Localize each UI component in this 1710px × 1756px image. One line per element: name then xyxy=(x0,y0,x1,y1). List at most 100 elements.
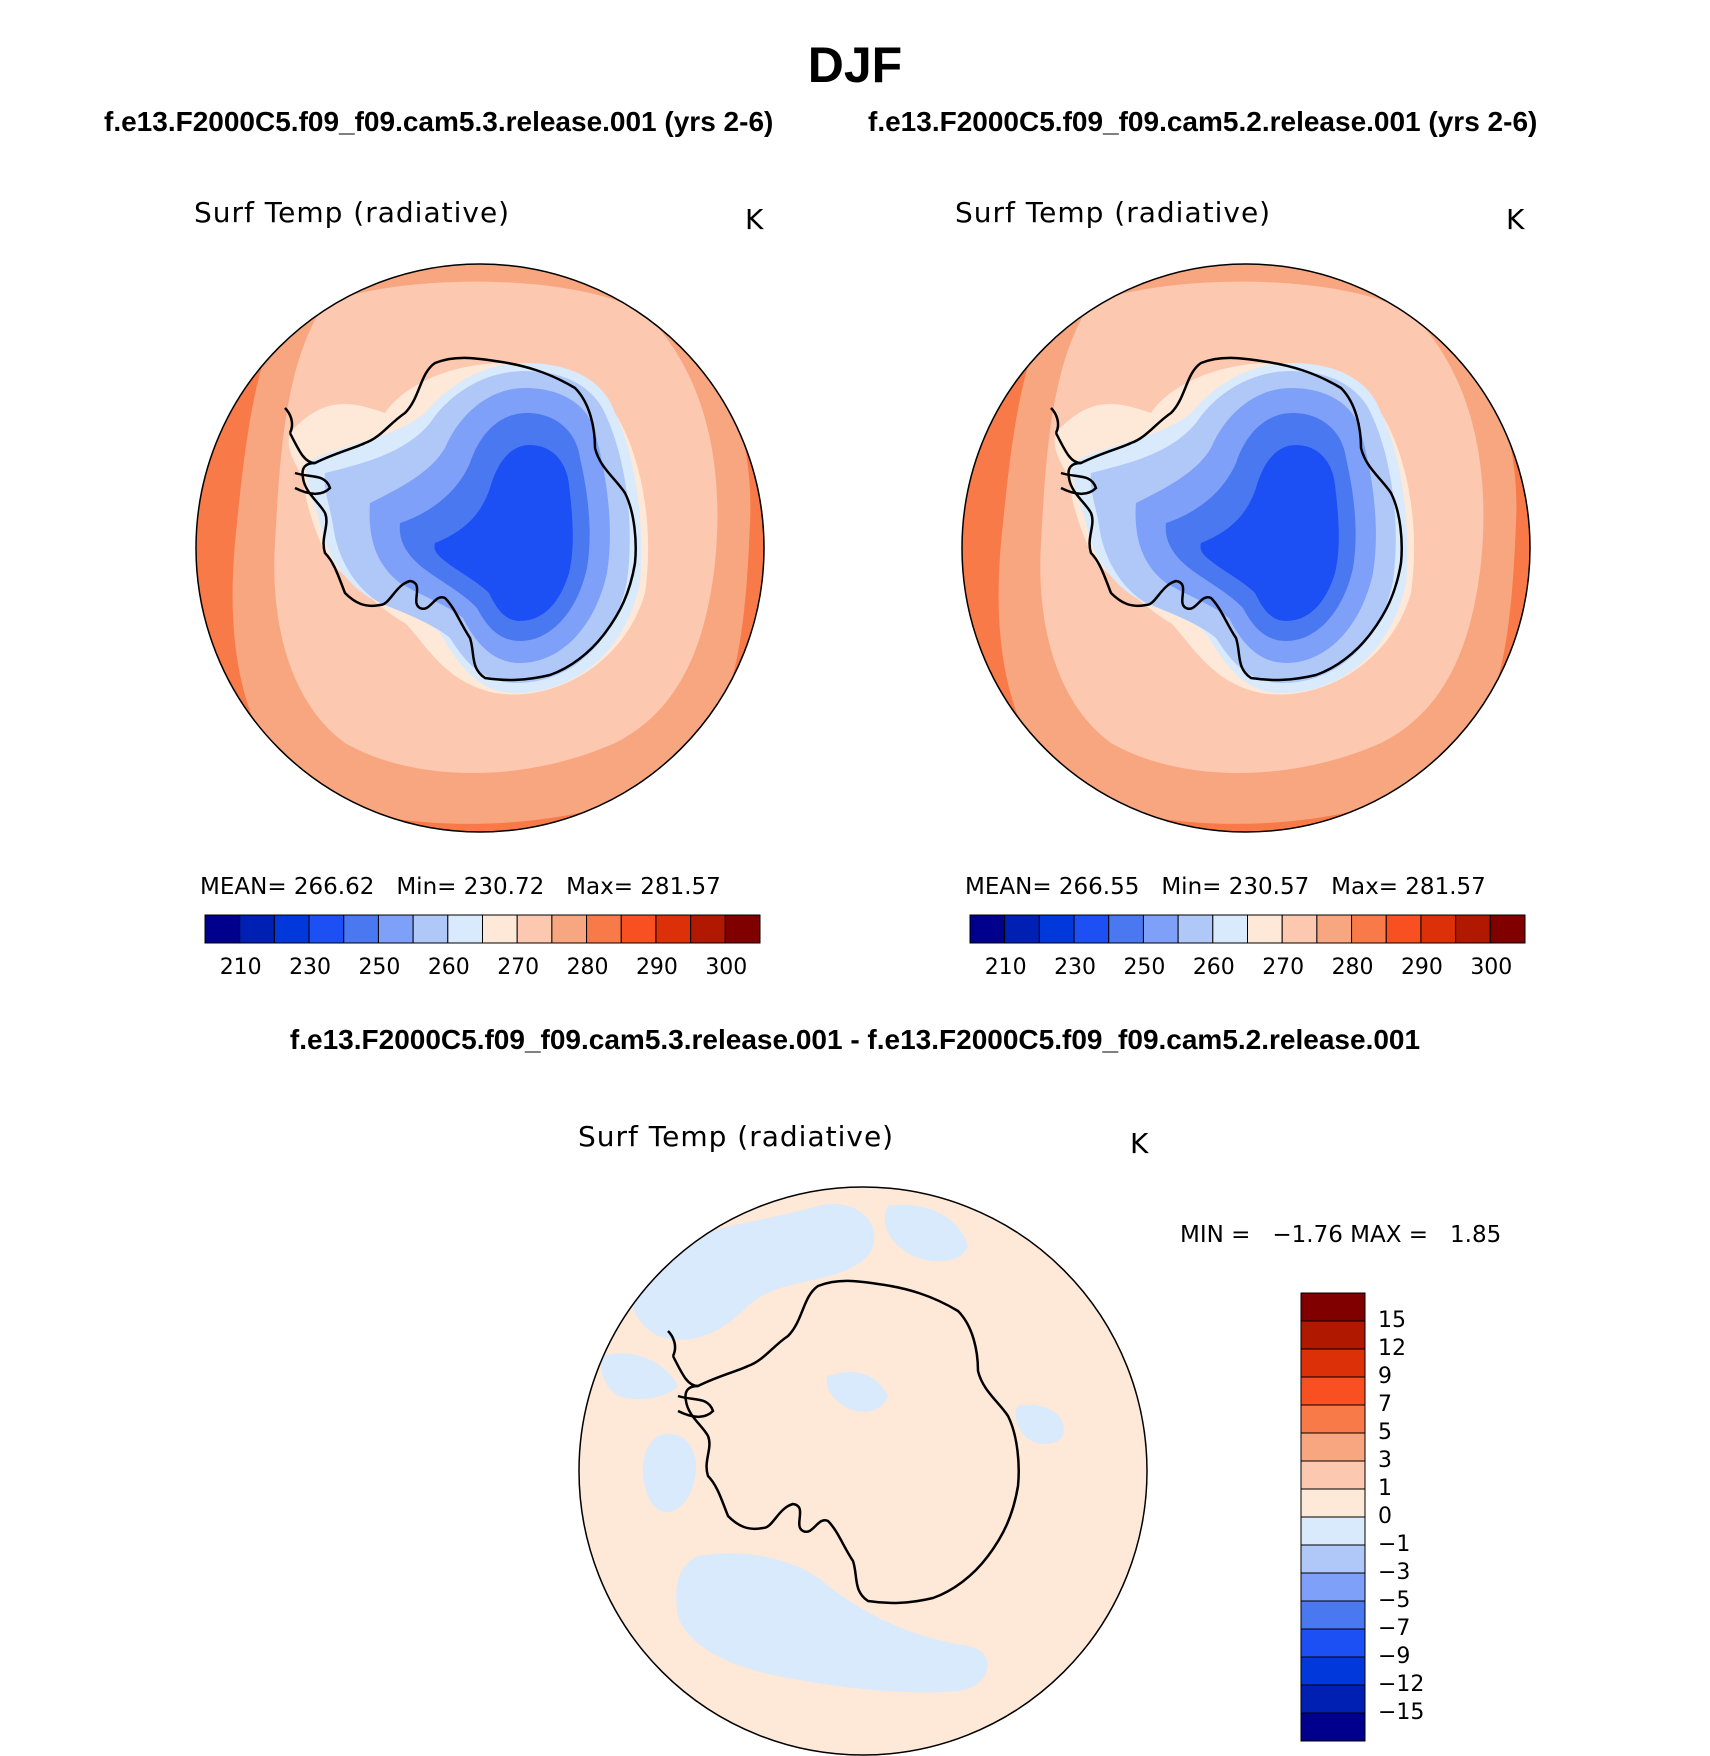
colorbar-tick-label: −3 xyxy=(1378,1560,1411,1585)
colorbar-swatch xyxy=(655,914,692,944)
panel-1-mean-label: MEAN= xyxy=(200,874,287,900)
colorbar-swatch xyxy=(1385,914,1422,944)
colorbar-tick-label: −12 xyxy=(1378,1672,1425,1697)
colorbar-tick-label: 270 xyxy=(497,955,540,980)
ice-sheet-interior xyxy=(434,445,573,621)
colorbar-swatch xyxy=(551,914,588,944)
colorbar-tick-label: 300 xyxy=(1470,955,1513,980)
colorbar-swatch xyxy=(724,914,761,944)
colorbar-swatch xyxy=(1300,1292,1366,1322)
colorbar-tick-label: 230 xyxy=(289,955,332,980)
colorbar-swatch xyxy=(1420,914,1457,944)
diff-max-label: MAX = xyxy=(1350,1222,1429,1248)
panel-2-polar-map xyxy=(961,263,1531,833)
colorbar-swatch xyxy=(412,914,449,944)
colorbar-swatch xyxy=(1351,914,1387,944)
colorbar-tick-label: 230 xyxy=(1054,955,1097,980)
colorbar-swatch xyxy=(1300,1460,1366,1490)
colorbar-swatch xyxy=(308,914,345,944)
ice-sheet-interior xyxy=(1200,445,1339,621)
colorbar-tick-label: 250 xyxy=(358,955,401,980)
panel-1-max-label: Max= xyxy=(566,874,633,900)
figure-title: DJF xyxy=(807,37,903,93)
difference-polar-map xyxy=(578,1186,1148,1756)
colorbar-tick-label: 270 xyxy=(1262,955,1305,980)
panel-1-stats: MEAN= 266.62 Min= 230.72 Max= 281.57 xyxy=(200,874,721,900)
antarctic-coastline xyxy=(301,356,637,682)
panel-1-polar-map xyxy=(195,263,765,833)
colorbar-tick-label: −15 xyxy=(1378,1700,1425,1725)
colorbar-swatch xyxy=(1038,914,1075,944)
antarctic-peninsula xyxy=(1050,407,1098,495)
colorbar-tick-label: −7 xyxy=(1378,1616,1411,1641)
colorbar-swatch xyxy=(1247,914,1283,944)
colorbar-tick-label: 260 xyxy=(427,955,470,980)
panel-1-case-title: f.e13.F2000C5.f09_f09.cam5.3.release.001… xyxy=(104,106,774,137)
difference-case-title: f.e13.F2000C5.f09_f09.cam5.3.release.001… xyxy=(289,1024,1421,1055)
antarctic-peninsula xyxy=(284,407,332,495)
colorbar-swatch xyxy=(482,914,518,944)
antarctic-coastline xyxy=(1067,356,1403,682)
panel-2-mean-label: MEAN= xyxy=(965,874,1052,900)
colorbar-swatch xyxy=(343,914,379,944)
colorbar-swatch xyxy=(1108,914,1144,944)
colorbar-swatch xyxy=(1300,1516,1366,1546)
colorbar-swatch xyxy=(1300,1404,1366,1434)
colorbar-swatch xyxy=(1300,1572,1366,1602)
colorbar-swatch xyxy=(620,914,657,944)
colorbar-swatch xyxy=(1300,1684,1366,1714)
colorbar-tick-label: 280 xyxy=(1331,955,1374,980)
colorbar-tick-label: 9 xyxy=(1378,1364,1392,1389)
panel-2-mean-value: 266.55 xyxy=(1058,874,1140,900)
colorbar-tick-label: 0 xyxy=(1378,1504,1392,1529)
colorbar-swatch xyxy=(1300,1600,1366,1630)
colorbar-tick-label: 260 xyxy=(1192,955,1235,980)
colorbar-swatch xyxy=(204,914,241,944)
colorbar-swatch xyxy=(516,914,553,944)
panel-1-min-label: Min= xyxy=(396,874,457,900)
colorbar-tick-label: 210 xyxy=(219,955,262,980)
colorbar-tick-label: 3 xyxy=(1378,1448,1392,1473)
colorbar-swatch xyxy=(1300,1432,1366,1462)
antarctic-peninsula xyxy=(667,1330,715,1418)
colorbar-swatch xyxy=(1300,1320,1366,1350)
panel-1-mean-value: 266.62 xyxy=(293,874,375,900)
diff-stats: MIN = −1.76 MAX = 1.85 xyxy=(1180,1222,1501,1248)
colorbar-swatch xyxy=(1300,1348,1366,1378)
map-boundary xyxy=(961,263,1531,833)
colorbar-swatch xyxy=(1300,1544,1366,1574)
difference-colorbar xyxy=(1300,1292,1366,1742)
panel-2-max-label: Max= xyxy=(1331,874,1398,900)
colorbar-swatch xyxy=(1212,914,1248,944)
panel-1-colorbar xyxy=(204,914,761,944)
colorbar-swatch xyxy=(1489,914,1526,944)
diff-max-value: 1.85 xyxy=(1450,1222,1502,1248)
colorbar-swatch xyxy=(1281,914,1318,944)
colorbar-tick-label: 12 xyxy=(1378,1336,1406,1361)
panel-2-stats: MEAN= 266.55 Min= 230.57 Max= 281.57 xyxy=(965,874,1486,900)
colorbar-swatch xyxy=(690,914,726,944)
colorbar-swatch xyxy=(377,914,414,944)
colorbar-tick-label: 300 xyxy=(705,955,748,980)
colorbar-swatch xyxy=(447,914,483,944)
colorbar-swatch xyxy=(273,914,310,944)
colorbar-swatch xyxy=(1316,914,1353,944)
diff-min-value: −1.76 xyxy=(1272,1222,1343,1248)
colorbar-swatch xyxy=(1300,1656,1366,1686)
diff-units-label: K xyxy=(1130,1127,1150,1160)
colorbar-swatch xyxy=(1300,1488,1366,1518)
colorbar-swatch xyxy=(969,914,1006,944)
diff-variable-label: Surf Temp (radiative) xyxy=(578,1120,895,1153)
panel-1-variable-label: Surf Temp (radiative) xyxy=(194,196,511,229)
colorbar-swatch xyxy=(586,914,622,944)
panel-2-max-value: 281.57 xyxy=(1405,874,1486,900)
colorbar-tick-label: 1 xyxy=(1378,1476,1392,1501)
panel-1-min-value: 230.72 xyxy=(463,874,545,900)
colorbar-tick-label: 210 xyxy=(984,955,1027,980)
colorbar-swatch xyxy=(1455,914,1491,944)
colorbar-tick-label: 290 xyxy=(1400,955,1443,980)
colorbar-tick-label: 290 xyxy=(635,955,678,980)
colorbar-tick-label: −5 xyxy=(1378,1588,1411,1613)
colorbar-swatch xyxy=(1300,1376,1366,1406)
colorbar-swatch xyxy=(239,914,275,944)
